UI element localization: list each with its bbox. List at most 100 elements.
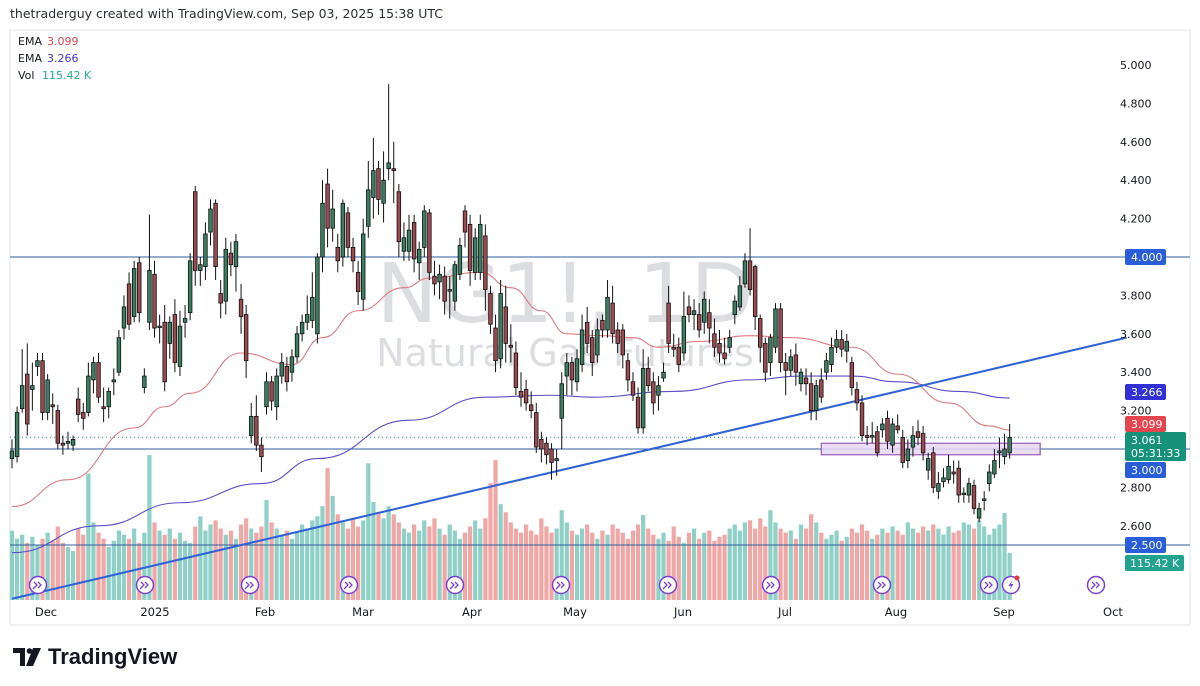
volume-bar — [941, 534, 946, 600]
candle-body — [305, 314, 310, 323]
price-zone[interactable] — [820, 442, 1041, 456]
candle-body — [875, 431, 880, 454]
price-tick-label: 4.600 — [1120, 136, 1152, 149]
candle-body — [432, 275, 437, 285]
volume-bar — [65, 546, 71, 600]
candle — [411, 214, 417, 273]
volume-bar — [137, 542, 142, 600]
candle — [528, 391, 534, 419]
volume-bar — [987, 534, 992, 600]
volume-bars — [9, 455, 1012, 600]
event-markers[interactable] — [28, 575, 1106, 595]
volume-badge-bg — [1125, 555, 1184, 571]
candle — [254, 395, 259, 451]
candle — [870, 422, 875, 444]
volume-bar — [228, 530, 233, 600]
candle — [961, 487, 967, 503]
volume-bar — [574, 534, 580, 600]
candle-body — [574, 358, 580, 383]
price-badge: 115.42 K — [1125, 555, 1184, 571]
candle — [427, 209, 432, 281]
candle-body — [472, 237, 478, 273]
volume-bar — [473, 520, 478, 600]
rollover-icon[interactable] — [445, 575, 465, 595]
candle-body — [783, 362, 788, 371]
volume-bar — [356, 526, 361, 600]
rollover-icon[interactable] — [872, 575, 892, 595]
candle — [96, 353, 101, 403]
candle — [228, 241, 234, 277]
candle — [539, 431, 544, 463]
candle-body — [747, 260, 753, 291]
candle — [707, 299, 712, 344]
time-axis[interactable]: Dec 2025 Feb Mar Apr May Jun Jul Aug Sep Oct — [35, 605, 1124, 619]
candle — [279, 353, 284, 384]
trendline-layer[interactable] — [11, 336, 1127, 600]
volume-bar — [921, 526, 926, 600]
rollover-icon[interactable] — [761, 575, 781, 595]
rollover-icon-circle — [551, 575, 571, 595]
volume-bar — [25, 542, 30, 600]
candle-body — [111, 379, 116, 383]
price-tick-label: 3.200 — [1120, 405, 1152, 418]
rollover-icon[interactable] — [339, 575, 359, 595]
candle — [40, 353, 45, 421]
candle-body — [91, 362, 96, 381]
price-badge-bg — [1125, 384, 1166, 400]
candle — [55, 404, 61, 449]
volume-bar — [931, 524, 936, 600]
candle-body — [55, 410, 61, 444]
candle — [681, 291, 687, 361]
candle — [60, 435, 66, 455]
tradingview-logo[interactable]: TradingView — [13, 644, 178, 669]
candle — [595, 318, 600, 363]
volume-bar — [666, 540, 671, 600]
rollover-icon[interactable] — [135, 575, 155, 595]
volume-bar — [269, 522, 274, 600]
trendline[interactable] — [11, 336, 1127, 600]
rollover-icon[interactable] — [658, 575, 678, 595]
candle-body — [294, 333, 300, 358]
rollover-icon[interactable] — [979, 575, 999, 595]
time-label: Mar — [352, 605, 374, 619]
volume-bar — [401, 528, 407, 600]
candle — [406, 214, 412, 261]
candle — [249, 402, 254, 444]
volume-bar — [569, 530, 574, 600]
volume-bar — [819, 532, 824, 600]
support-zone-rectangle[interactable] — [820, 442, 1041, 456]
volume-bar — [294, 532, 300, 600]
price-tick-label: 2.800 — [1120, 481, 1152, 494]
lightning-icon[interactable] — [1001, 575, 1021, 595]
candle — [233, 233, 239, 292]
candle — [534, 402, 539, 453]
volume-bar — [412, 524, 417, 600]
candle — [992, 449, 997, 478]
rollover-icon[interactable] — [28, 575, 48, 595]
volume-bar — [442, 534, 447, 600]
volume-bar — [330, 495, 335, 600]
candle-body — [406, 229, 412, 252]
candle — [503, 285, 508, 363]
candle-body — [931, 452, 936, 488]
volume-bar — [452, 530, 457, 600]
rollover-icon[interactable] — [240, 575, 260, 595]
candle-body — [890, 423, 895, 446]
rollover-icon[interactable] — [1086, 575, 1106, 595]
volume-bar — [809, 514, 814, 600]
candle — [686, 295, 692, 323]
candle-body — [513, 352, 519, 388]
volume-bar — [238, 524, 244, 600]
volume-bar — [641, 515, 646, 600]
price-axis[interactable]: 5.000 4.800 4.600 4.400 4.200 3.800 3.600 3.400… — [1120, 59, 1152, 533]
candle-body — [60, 442, 66, 446]
candle-body — [951, 471, 956, 475]
candle-body — [671, 346, 676, 350]
candle — [91, 356, 96, 394]
candle — [900, 429, 905, 469]
rollover-icon[interactable] — [551, 575, 571, 595]
candle — [213, 199, 218, 281]
rollover-icon-circle — [872, 575, 892, 595]
candle-body — [849, 362, 855, 388]
